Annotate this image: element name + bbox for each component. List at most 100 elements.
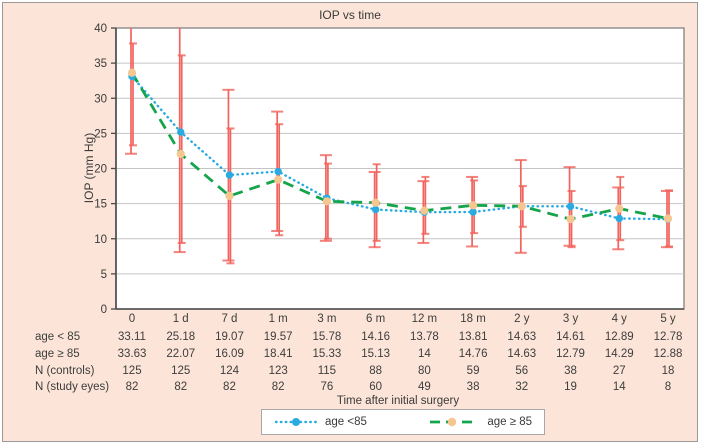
data-point-series-2 (176, 149, 185, 159)
data-point-series-2 (615, 204, 624, 213)
table-cell: 27 (612, 364, 626, 377)
y-tick-label: 25 (94, 128, 107, 140)
data-point-series-2 (566, 215, 575, 224)
table-cell: 18.41 (263, 348, 293, 360)
y-tick-label: 5 (101, 269, 107, 281)
data-point-series-2 (371, 198, 380, 207)
y-tick-label: 35 (94, 58, 107, 70)
y-tick-label: 20 (94, 164, 107, 176)
table-cell: 33.11 (118, 331, 146, 343)
table-cell: 14.61 (556, 331, 585, 343)
data-point-series-2 (468, 201, 478, 210)
x-tick-label: 0 (128, 313, 136, 325)
table-cell: 14.29 (604, 348, 634, 360)
plot-area: 0 5 10 15 20 25 30 35 40 (94, 23, 685, 316)
table-row-label: N (controls) (35, 364, 95, 377)
data-table: 0 1 d 7 d 1 m 3 m 6 m 12 m 18 m 2 y 3 y 4 y 5 y age … (3, 3, 697, 441)
dotted-line-swatch-icon (274, 418, 318, 426)
table-cell: 12.89 (604, 331, 634, 343)
x-tick-label: 1 d (172, 313, 189, 325)
data-point-series-1 (371, 205, 380, 214)
table-cell: 19.07 (215, 331, 244, 343)
table-cell: 12.88 (653, 348, 683, 360)
table-cell: 88 (369, 364, 383, 377)
legend-entry-age-lt-85: age <85 (274, 416, 367, 428)
table-cell: 124 (219, 364, 240, 377)
data-point-series-1 (566, 202, 575, 211)
table-cell: 76 (320, 381, 334, 393)
table-cell: 25.18 (166, 331, 196, 343)
table-cell: 8 (664, 381, 672, 393)
table-cell: 14.63 (507, 331, 537, 343)
table-cell: 60 (369, 381, 383, 393)
table-cell: 49 (417, 381, 431, 393)
dashed-line-swatch-icon (430, 417, 479, 427)
table-cell: 13.78 (409, 331, 439, 343)
x-tick-label: 3 y (562, 313, 579, 325)
table-row-label: N (study eyes) (35, 381, 110, 393)
y-tick-label: 30 (94, 93, 107, 105)
table-cell: 12.79 (556, 348, 585, 360)
legend-label: age <85 (325, 416, 367, 428)
table-cell: 82 (271, 381, 285, 393)
data-point-series-2 (127, 68, 137, 77)
table-cell: 33.63 (117, 348, 147, 360)
table-row-label: age ≥ 85 (35, 348, 80, 360)
x-tick-label: 4 y (611, 313, 627, 325)
data-point-series-1 (615, 214, 623, 223)
table-cell: 125 (122, 364, 142, 377)
table-cell: 38 (564, 364, 577, 377)
x-tick-label: 3 m (317, 313, 337, 325)
x-tick-label: 5 y (660, 313, 676, 325)
table-cell: 14.16 (361, 331, 391, 343)
x-tick-label: 7 d (221, 313, 238, 325)
table-cell: 18 (661, 364, 675, 377)
table-cell: 12.78 (653, 331, 683, 343)
data-point-series-2 (322, 197, 332, 206)
data-point-series-2 (663, 214, 673, 223)
x-tick-label: 1 m (268, 313, 288, 325)
table-cell: 15.33 (312, 348, 342, 360)
table-cell: 19.57 (263, 331, 293, 343)
table-cell: 16.09 (215, 348, 244, 360)
data-point-series-2 (420, 206, 429, 215)
x-tick-label: 18 m (460, 313, 486, 325)
table-cell: 80 (417, 364, 431, 377)
legend-label: age ≥ 85 (487, 416, 532, 428)
table-cell: 82 (174, 381, 188, 393)
y-tick-label: 0 (101, 304, 107, 316)
data-point-series-1 (225, 171, 234, 179)
series-line-1 (130, 75, 670, 221)
y-tick-label: 15 (94, 199, 107, 211)
data-point-series-2 (274, 175, 283, 184)
series-line-2 (130, 72, 669, 221)
table-cell: 82 (223, 381, 236, 393)
y-tick-label: 40 (94, 23, 107, 35)
legend-entry-age-ge-85: age ≥ 85 (428, 416, 532, 428)
table-cell: 38 (466, 381, 480, 393)
table-cell: 125 (171, 364, 191, 377)
x-tick-label: 2 y (514, 313, 530, 325)
table-row-label: age < 85 (35, 331, 81, 343)
y-tick-label: 10 (94, 234, 107, 246)
table-cell: 15.78 (312, 331, 342, 343)
legend: age <85 age ≥ 85 (261, 409, 545, 435)
table-cell: 56 (515, 364, 529, 377)
x-axis-title: Time after initial surgery (336, 395, 460, 407)
data-point-series-1 (177, 128, 185, 136)
table-cell: 115 (317, 364, 337, 377)
table-cell: 14.76 (458, 348, 488, 360)
chart-title: IOP vs time (319, 8, 381, 22)
table-cell: 123 (268, 364, 288, 377)
table-cell: 14 (612, 381, 626, 393)
x-tick-label: 6 m (366, 313, 386, 325)
table-cell: 82 (125, 381, 139, 393)
data-point-series-2 (225, 191, 234, 201)
table-cell: 19 (564, 381, 577, 393)
data-point-series-2 (517, 202, 526, 211)
table-cell: 14 (417, 348, 431, 360)
table-cell: 15.13 (361, 348, 391, 360)
table-cell: 13.81 (458, 331, 488, 343)
